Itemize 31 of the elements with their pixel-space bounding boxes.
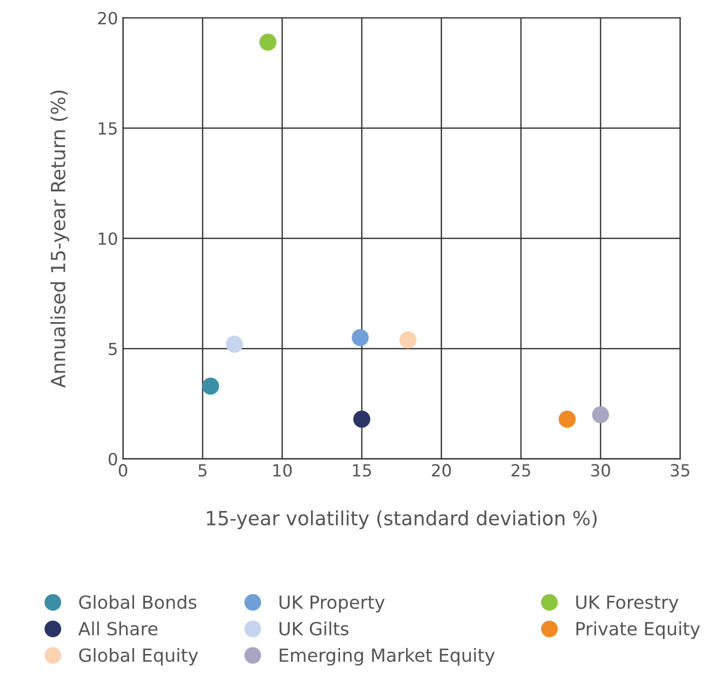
legend-label: Emerging Market Equity <box>280 648 495 666</box>
y-tick-label: 15 <box>98 122 117 135</box>
point <box>226 336 243 353</box>
x-tick-label: 20 <box>432 464 451 477</box>
legend-label: UK Forestry <box>576 596 678 612</box>
x-tick-label: 0 <box>118 464 128 477</box>
legend-label: UK Gilts <box>280 622 348 636</box>
x-tick-label: 35 <box>670 464 690 477</box>
x-tick-label: 25 <box>512 464 530 477</box>
y-axis-title: Annualised 15-year Return (%) <box>50 90 70 388</box>
point <box>352 329 369 346</box>
x-tick-label: 5 <box>198 464 206 477</box>
point <box>259 34 276 51</box>
point <box>399 331 416 348</box>
point <box>592 406 610 424</box>
point <box>558 410 576 428</box>
point <box>353 410 370 428</box>
legend-label: Global Equity <box>79 648 198 666</box>
legend-label: Global Bonds <box>79 595 196 609</box>
y-tick-label: 5 <box>108 342 117 356</box>
y-tick-label: 10 <box>98 232 118 245</box>
point <box>202 378 220 395</box>
x-tick-label: 30 <box>591 464 610 477</box>
x-axis-title: 15-year volatility (standard deviation %) <box>206 510 597 530</box>
legend-label: Private Equity <box>576 622 700 639</box>
legend-label: UK Property <box>280 596 385 612</box>
y-tick-label: 20 <box>98 12 118 24</box>
y-tick-label: 0 <box>108 452 118 466</box>
x-tick-label: 10 <box>273 464 292 477</box>
legend-label: All Share <box>78 622 158 636</box>
x-tick-label: 15 <box>353 464 371 477</box>
